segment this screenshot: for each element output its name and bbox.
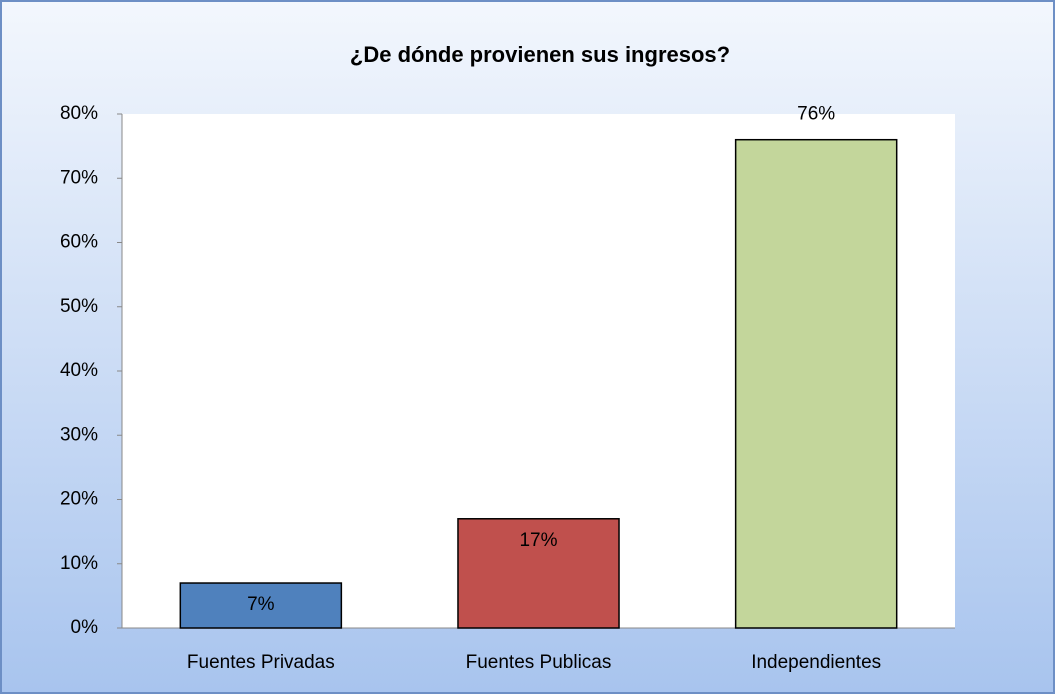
data-label: 7%	[247, 594, 275, 615]
y-tick-label: 0%	[71, 617, 99, 638]
y-tick-label: 80%	[60, 103, 98, 124]
x-tick-label: Fuentes Publicas	[466, 652, 612, 673]
y-tick-label: 30%	[60, 424, 98, 445]
chart-title: ¿De dónde provienen sus ingresos?	[350, 42, 730, 67]
bar	[734, 138, 898, 629]
data-label: 17%	[519, 530, 557, 551]
bar	[457, 518, 620, 629]
x-tick-label: Independientes	[751, 652, 881, 673]
y-tick-label: 60%	[60, 232, 98, 253]
bar	[179, 582, 343, 629]
x-tick-label: Fuentes Privadas	[187, 652, 335, 673]
y-tick-label: 50%	[60, 296, 98, 317]
y-tick-label: 70%	[60, 167, 98, 188]
y-tick-label: 20%	[60, 489, 98, 510]
y-tick-label: 10%	[60, 553, 98, 574]
y-tick-label: 40%	[60, 360, 98, 381]
data-label: 76%	[797, 104, 835, 125]
